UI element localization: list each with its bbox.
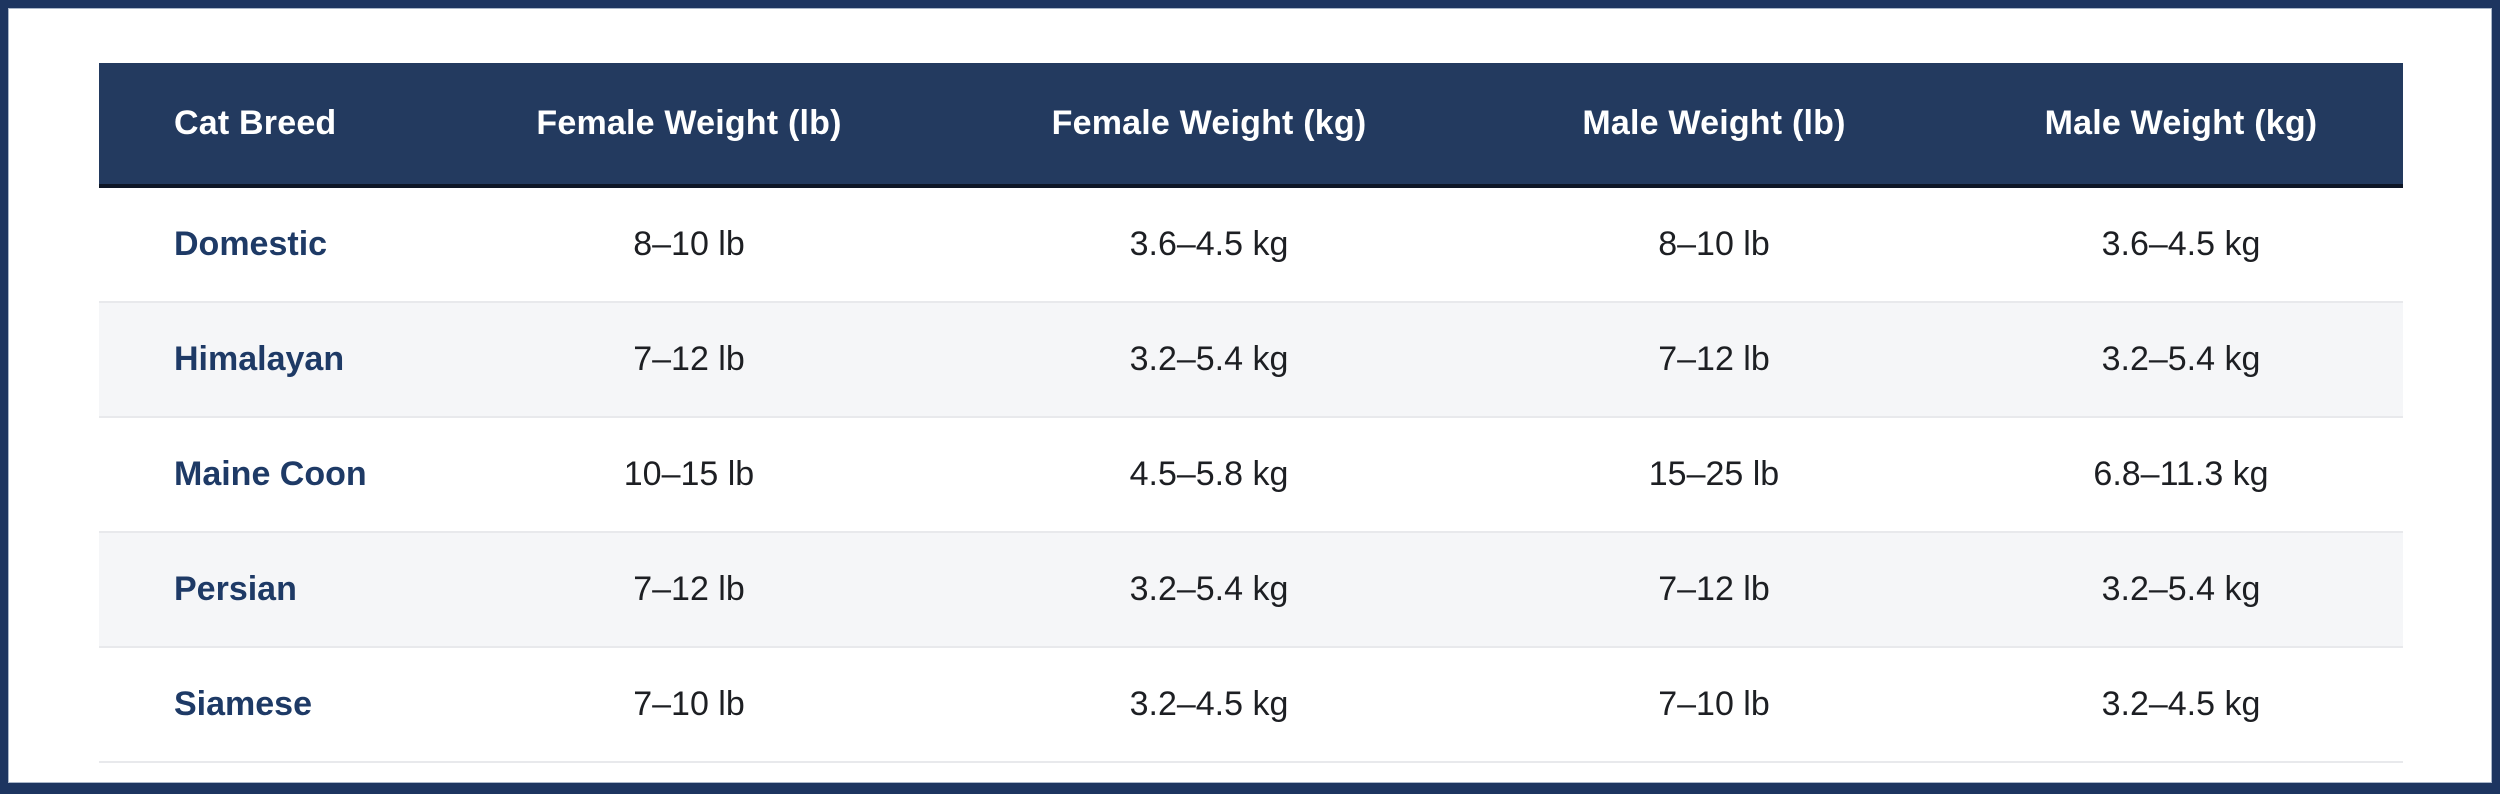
male-weight-lb-cell: 8–10 lb — [1658, 225, 1770, 263]
male-weight-kg-cell: 3.2–5.4 kg — [1959, 531, 2403, 647]
female-weight-kg-cell: 3.2–5.4 kg — [949, 531, 1469, 647]
male-weight-lb-cell: 7–10 lb — [1469, 646, 1959, 763]
female-weight-lb-cell: 7–10 lb — [429, 646, 949, 763]
breed-cell: Siamese — [99, 646, 429, 763]
male-weight-kg-cell: 6.8–11.3 kg — [1959, 416, 2403, 532]
female-weight-lb-cell: 7–12 lb — [429, 301, 949, 417]
table-header-row: Cat Breed Female Weight (lb) Female Weig… — [99, 63, 2403, 188]
female-weight-kg-cell: 3.6–4.5 kg — [1129, 225, 1289, 263]
column-header-female-weight-lb: Female Weight (lb) — [429, 63, 949, 188]
male-weight-lb-cell: 15–25 lb — [1469, 416, 1959, 532]
female-weight-lb-cell: 10–15 lb — [429, 416, 949, 532]
column-header-female-weight-kg: Female Weight (kg) — [949, 63, 1469, 188]
column-header-male-weight-kg: Male Weight (kg) — [1959, 63, 2403, 188]
breed-cell: Persian — [99, 531, 429, 647]
breed-cell: Maine Coon — [99, 416, 429, 532]
male-weight-kg-cell: 3.6–4.5 kg — [2101, 225, 2261, 263]
column-header-cat-breed: Cat Breed — [99, 63, 429, 188]
table-row-maine-coon: Maine Coon 10–15 lb 4.5–5.8 kg 15–25 lb … — [99, 416, 2403, 532]
female-weight-lb-cell: 7–12 lb — [429, 531, 949, 647]
female-weight-kg-cell: 4.5–5.8 kg — [949, 416, 1469, 532]
female-weight-lb-cell: 8–10 lb — [633, 225, 745, 263]
breed-cell: Domestic — [174, 225, 328, 263]
breed-cell: Himalayan — [99, 301, 429, 417]
table-row-siamese: Siamese 7–10 lb 3.2–4.5 kg 7–10 lb 3.2–4… — [99, 646, 2403, 763]
male-weight-lb-cell: 7–12 lb — [1469, 301, 1959, 417]
table-row-persian: Persian 7–12 lb 3.2–5.4 kg 7–12 lb 3.2–5… — [99, 531, 2403, 647]
table-row-himalayan: Himalayan 7–12 lb 3.2–5.4 kg 7–12 lb 3.2… — [99, 301, 2403, 417]
table-row-domestic: Domestic 8–10 lb 3.6–4.5 kg 8–10 lb 3.6–… — [99, 186, 2403, 302]
male-weight-kg-cell: 3.2–4.5 kg — [1959, 646, 2403, 763]
female-weight-kg-cell: 3.2–4.5 kg — [949, 646, 1469, 763]
column-header-male-weight-lb: Male Weight (lb) — [1469, 63, 1959, 188]
female-weight-kg-cell: 3.2–5.4 kg — [949, 301, 1469, 417]
male-weight-kg-cell: 3.2–5.4 kg — [1959, 301, 2403, 417]
cat-weight-table: Cat Breed Female Weight (lb) Female Weig… — [99, 63, 2403, 763]
male-weight-lb-cell: 7–12 lb — [1469, 531, 1959, 647]
